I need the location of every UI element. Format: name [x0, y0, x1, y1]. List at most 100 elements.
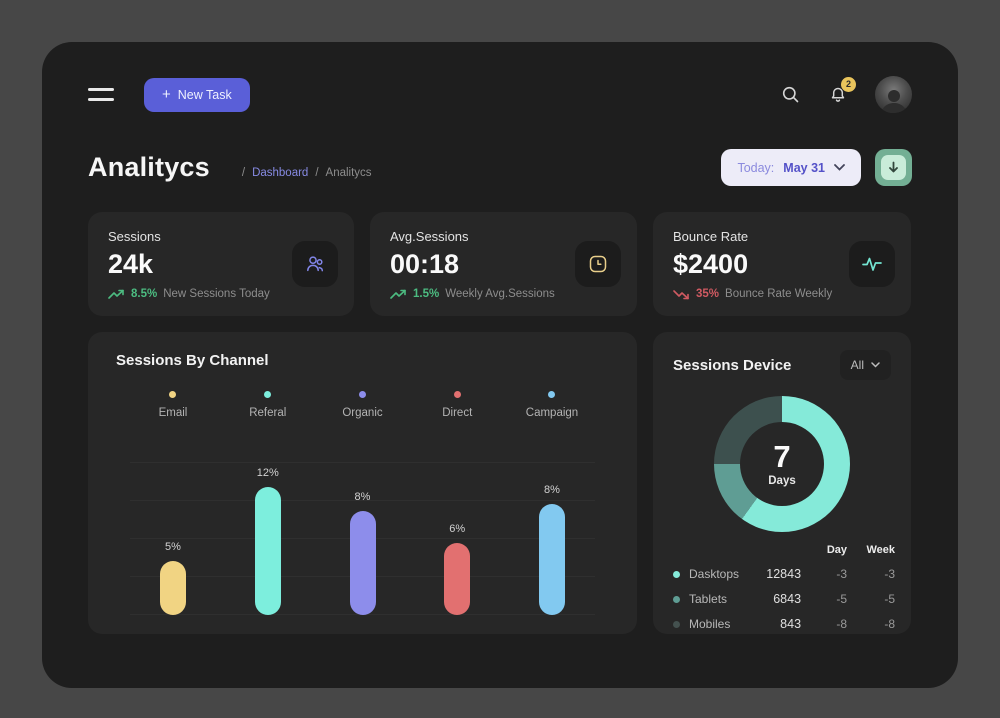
trend-down-icon — [673, 289, 690, 300]
legend-dot — [169, 391, 177, 398]
bar-column-referal: Referal 12% — [233, 391, 303, 615]
stat-card-bounce-rate: Bounce Rate $2400 35% Bounce Rate Weekly — [653, 212, 911, 316]
plus-icon: + — [162, 86, 171, 103]
legend-dot — [264, 391, 272, 398]
breadcrumb-current: Analitycs — [325, 167, 372, 179]
breadcrumb-separator: / — [241, 167, 246, 179]
legend-label: Email — [158, 407, 188, 419]
stat-delta: 8.5% — [131, 288, 158, 300]
donut-center: 7 Days — [740, 422, 824, 506]
donut-center-value: 7 — [773, 439, 791, 474]
bell-icon — [827, 84, 849, 106]
stat-label: Bounce Rate — [673, 229, 749, 244]
device-title: Sessions Device — [673, 356, 792, 374]
sessions-device-card: Sessions Device All 7 Days Day Week — [653, 332, 911, 634]
legend-label: Organic — [342, 407, 383, 419]
export-button[interactable] — [875, 149, 912, 186]
breadcrumb-separator: / — [315, 167, 319, 179]
table-row-week: -5 — [884, 592, 896, 606]
date-filter-value: May 31 — [783, 160, 825, 175]
chart-title: Sessions By Channel — [116, 352, 269, 369]
search-button[interactable] — [780, 84, 801, 105]
table-row-day: -8 — [836, 617, 848, 631]
table-row-value: 12843 — [766, 567, 802, 581]
stat-label: Sessions — [108, 229, 161, 244]
bar — [349, 511, 376, 615]
legend-item: Organic — [342, 391, 383, 419]
table-row-label: Dasktops — [673, 567, 739, 581]
chevron-down-icon — [871, 362, 880, 368]
table-row-value: 843 — [780, 617, 802, 631]
bar-value-label: 5% — [165, 541, 181, 553]
clock-icon — [575, 241, 621, 287]
breadcrumb-link-dashboard[interactable]: Dashboard — [252, 167, 309, 179]
table-row-week: -3 — [884, 567, 896, 581]
bar — [444, 543, 471, 615]
bar — [160, 561, 186, 615]
legend-dot — [453, 391, 461, 398]
column-header-week: Week — [866, 544, 896, 556]
table-row-label: Tablets — [673, 592, 739, 606]
date-filter-dropdown[interactable]: Today: May 31 — [721, 149, 861, 186]
device-filter-dropdown[interactable]: All — [839, 350, 891, 380]
stat-desc: Weekly Avg.Sessions — [445, 288, 555, 300]
legend-item: Email — [158, 391, 188, 419]
legend-item: Referal — [249, 391, 286, 419]
stat-label: Avg.Sessions — [390, 229, 469, 244]
table-row-value: 6843 — [773, 592, 802, 606]
bar-column-organic: Organic 8% — [328, 391, 398, 615]
donut-center-label: Days — [768, 475, 796, 487]
download-icon — [881, 155, 906, 180]
stat-delta: 35% — [696, 288, 720, 300]
notification-badge: 2 — [841, 76, 856, 92]
bar-value-label: 8% — [354, 491, 371, 503]
avatar[interactable] — [875, 76, 912, 113]
dashboard-panel: + New Task 2 — [42, 42, 958, 688]
device-dot — [673, 570, 680, 578]
device-table: Day Week Dasktops 12843 -3 -3 Tablets 68… — [673, 544, 895, 631]
menu-icon[interactable] — [88, 88, 114, 101]
trend-up-icon — [390, 289, 407, 300]
stat-card-avg-sessions: Avg.Sessions 00:18 1.5% Weekly Avg.Sessi… — [370, 212, 637, 316]
chevron-down-icon — [834, 164, 845, 171]
legend-label: Referal — [249, 407, 287, 419]
stat-delta: 1.5% — [413, 288, 440, 300]
notifications-button[interactable]: 2 — [827, 76, 856, 106]
bar-value-label: 8% — [544, 484, 560, 496]
activity-icon — [849, 241, 895, 287]
legend-dot — [548, 391, 556, 398]
legend-item: Direct — [442, 391, 472, 419]
users-icon — [292, 241, 338, 287]
bar-column-campaign: Campaign 8% — [517, 391, 587, 615]
legend-label: Direct — [442, 407, 473, 419]
stat-value: 24k — [108, 249, 154, 279]
bar-column-email: Email 5% — [138, 391, 208, 615]
bar-value-label: 6% — [449, 523, 466, 535]
device-donut: 7 Days — [714, 396, 850, 532]
legend-label: Campaign — [525, 407, 579, 419]
table-row-day: -5 — [836, 592, 848, 606]
bar-column-direct: Direct 6% — [422, 391, 492, 615]
new-task-button[interactable]: + New Task — [144, 77, 250, 112]
stat-desc: New Sessions Today — [163, 288, 270, 300]
stat-value: $2400 — [673, 249, 749, 279]
sessions-by-channel-card: Sessions By Channel Email 5% — [88, 332, 637, 634]
new-task-label: New Task — [177, 87, 232, 102]
table-row-label: Mobiles — [673, 617, 739, 631]
search-icon — [780, 84, 801, 105]
trend-up-icon — [108, 289, 125, 300]
page-title: Analitycs — [88, 152, 210, 182]
bar-chart: Email 5% Referal 12% — [116, 391, 609, 615]
topbar: + New Task 2 — [88, 76, 912, 113]
stat-desc: Bounce Rate Weekly — [725, 288, 833, 300]
table-row-day: -3 — [836, 567, 848, 581]
column-header-day: Day — [826, 544, 848, 556]
bar-value-label: 12% — [256, 467, 279, 479]
table-row-week: -8 — [884, 617, 896, 631]
device-filter-label: All — [850, 358, 864, 372]
device-dot — [673, 595, 680, 603]
breadcrumb: / Dashboard / Analitycs — [242, 167, 372, 179]
legend-dot — [359, 391, 366, 398]
legend-item: Campaign — [526, 391, 578, 419]
date-filter-prefix: Today: — [737, 160, 775, 175]
